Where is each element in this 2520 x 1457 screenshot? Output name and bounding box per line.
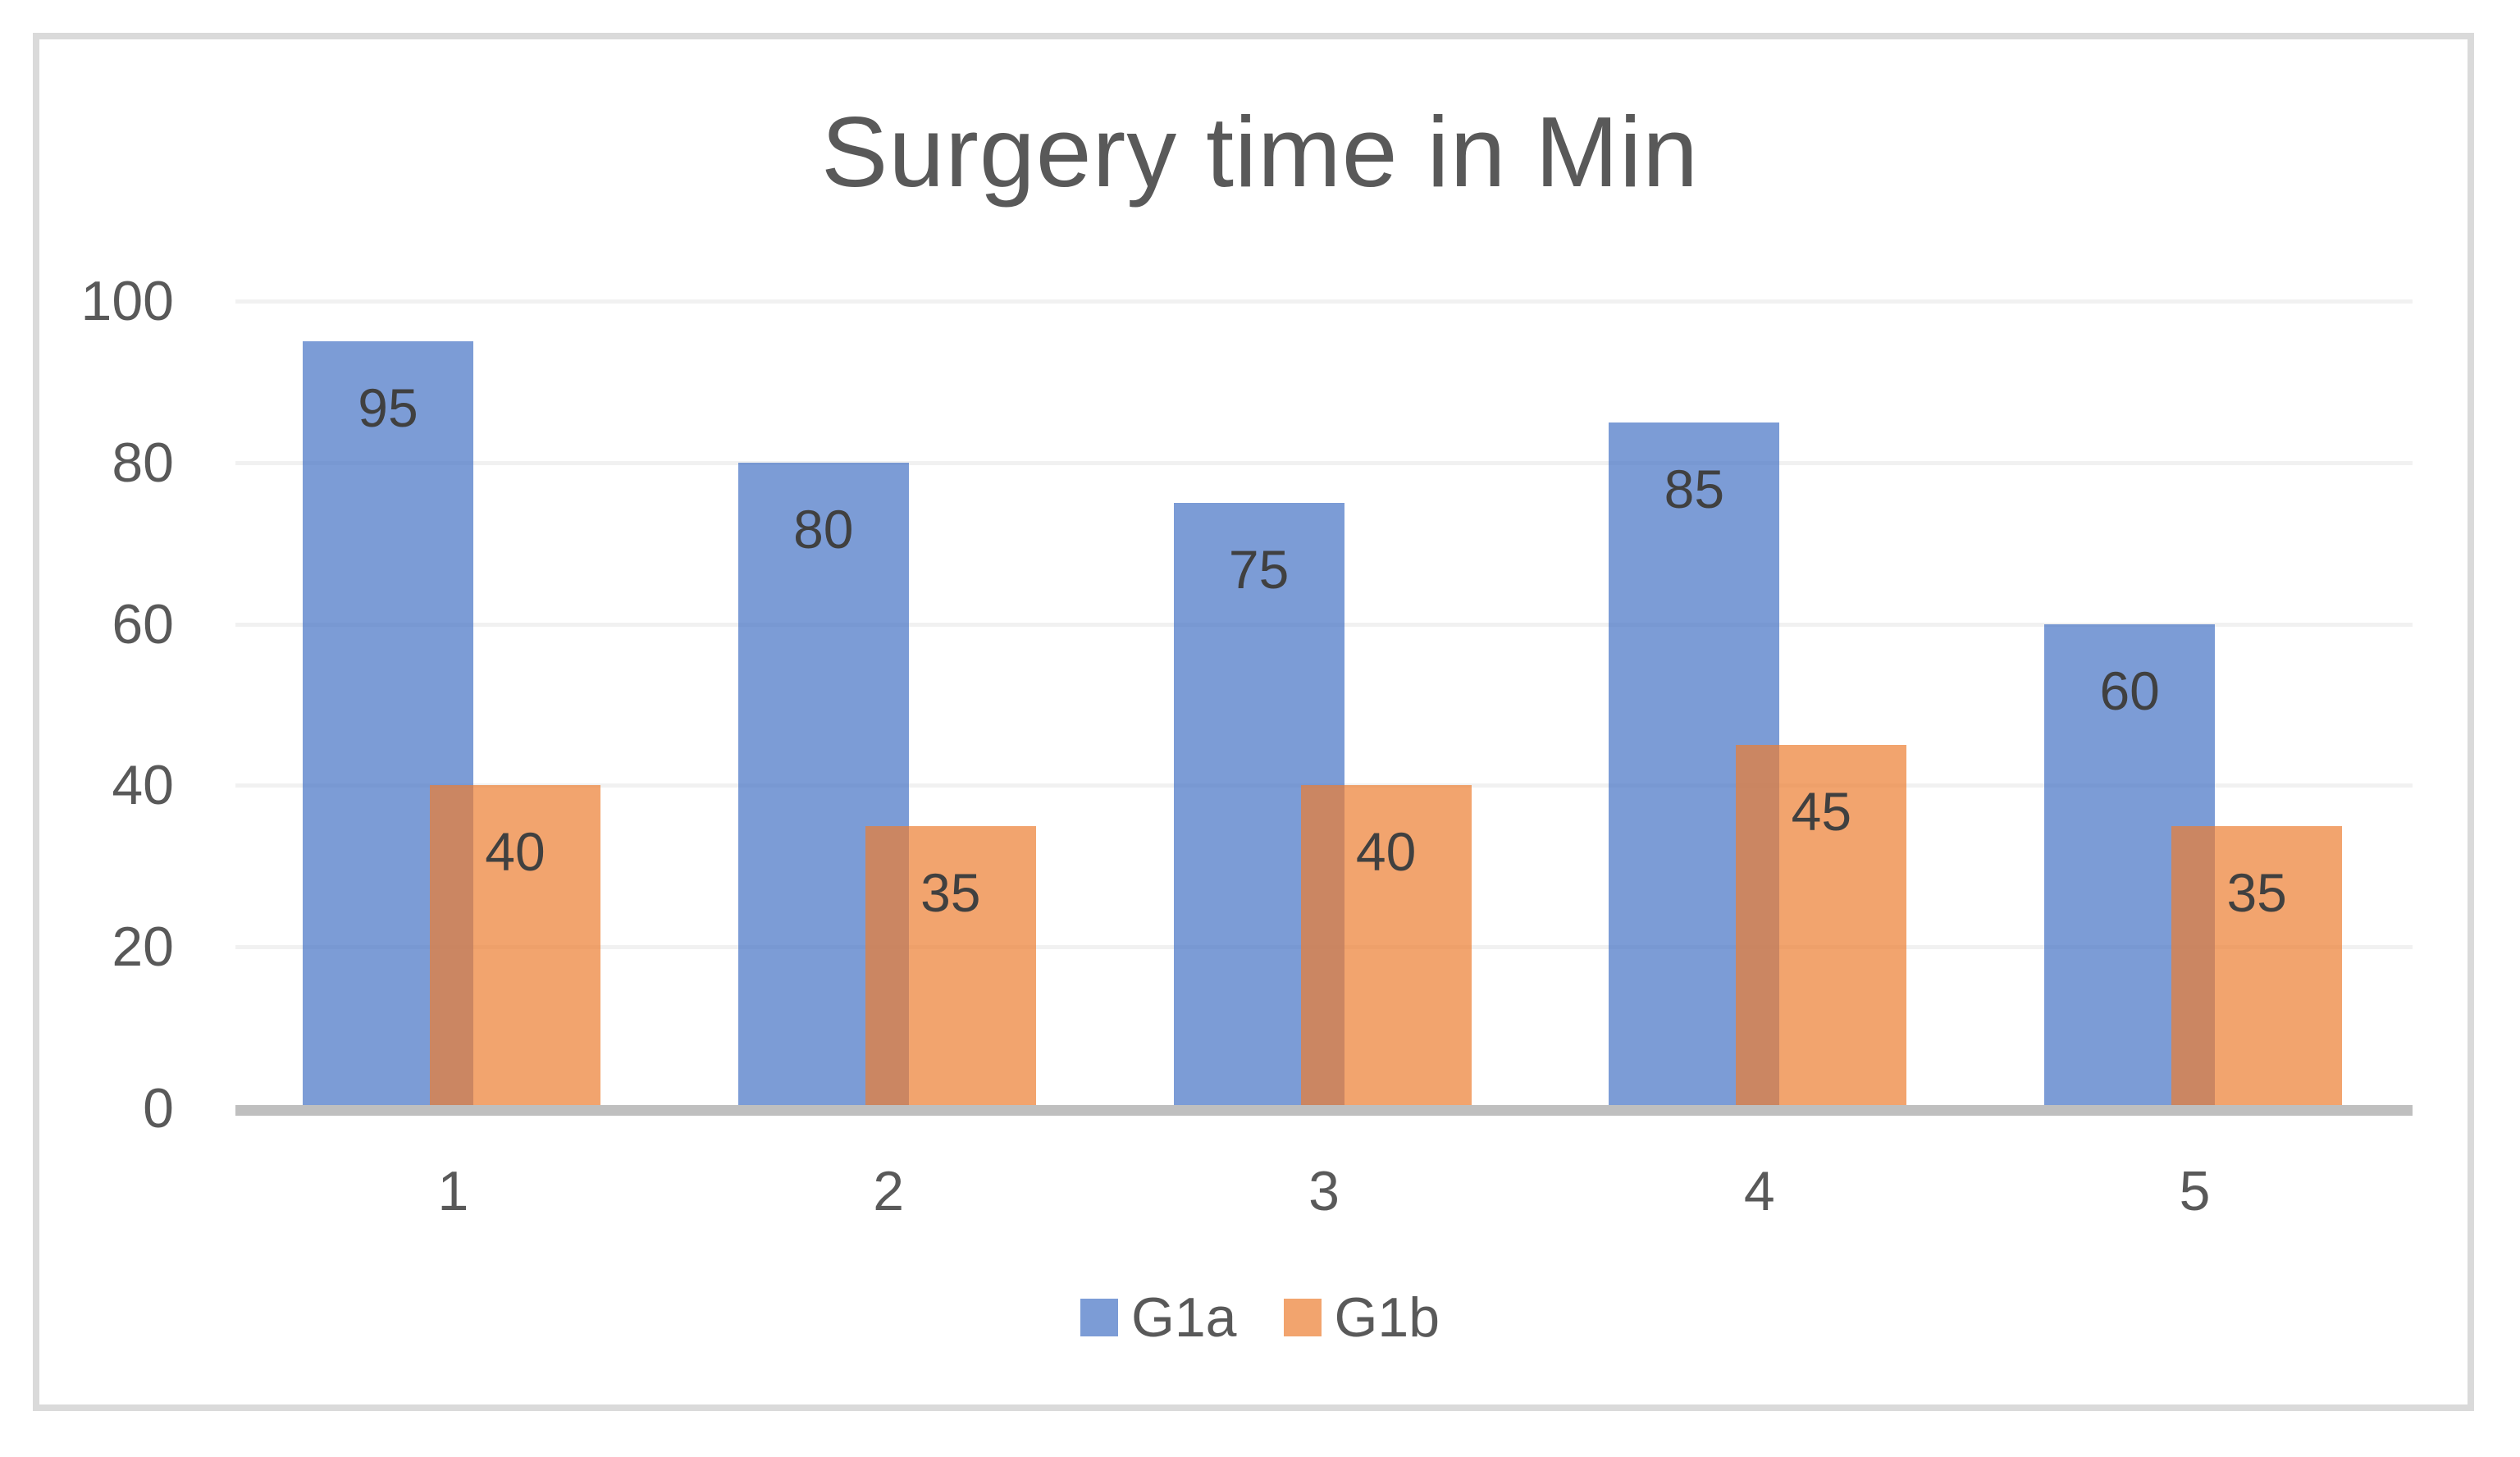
gridline-y-80 <box>235 460 2413 465</box>
bar-g1b-cat3: 40 <box>1300 785 1472 1108</box>
bar-value-label: 40 <box>1355 821 1417 883</box>
legend-item-g1b: G1b <box>1283 1286 1440 1349</box>
gridline-y-100 <box>235 299 2413 304</box>
chart-title: Surgery time in Min <box>821 96 1699 208</box>
legend-label-g1b: G1b <box>1334 1286 1440 1349</box>
legend-swatch-g1a <box>1080 1299 1118 1336</box>
bar-value-label: 80 <box>793 498 854 560</box>
legend: G1a G1b <box>0 1290 2520 1345</box>
bar-g1b-cat4: 45 <box>1736 745 1907 1108</box>
bar-value-label: 75 <box>1228 539 1290 600</box>
bar-value-label: 95 <box>358 377 418 439</box>
plot-area: 95 80 75 85 60 40 35 40 45 35 <box>235 299 2413 1108</box>
bar-value-label: 85 <box>1664 458 1725 519</box>
x-axis-baseline <box>235 1105 2413 1116</box>
legend-label-g1a: G1a <box>1130 1286 1237 1349</box>
bar-value-label: 35 <box>2226 861 2287 923</box>
bar-g1b-cat5: 35 <box>2171 825 2343 1108</box>
bar-value-label: 60 <box>2099 660 2160 721</box>
bar-g1b-cat2: 35 <box>865 825 1036 1108</box>
bar-value-label: 40 <box>485 821 546 883</box>
bar-g1b-cat1: 40 <box>430 785 600 1108</box>
bar-value-label: 45 <box>1791 781 1852 843</box>
legend-swatch-g1b <box>1283 1299 1322 1336</box>
bar-value-label: 35 <box>920 861 981 923</box>
legend-item-g1a: G1a <box>1080 1290 1237 1345</box>
